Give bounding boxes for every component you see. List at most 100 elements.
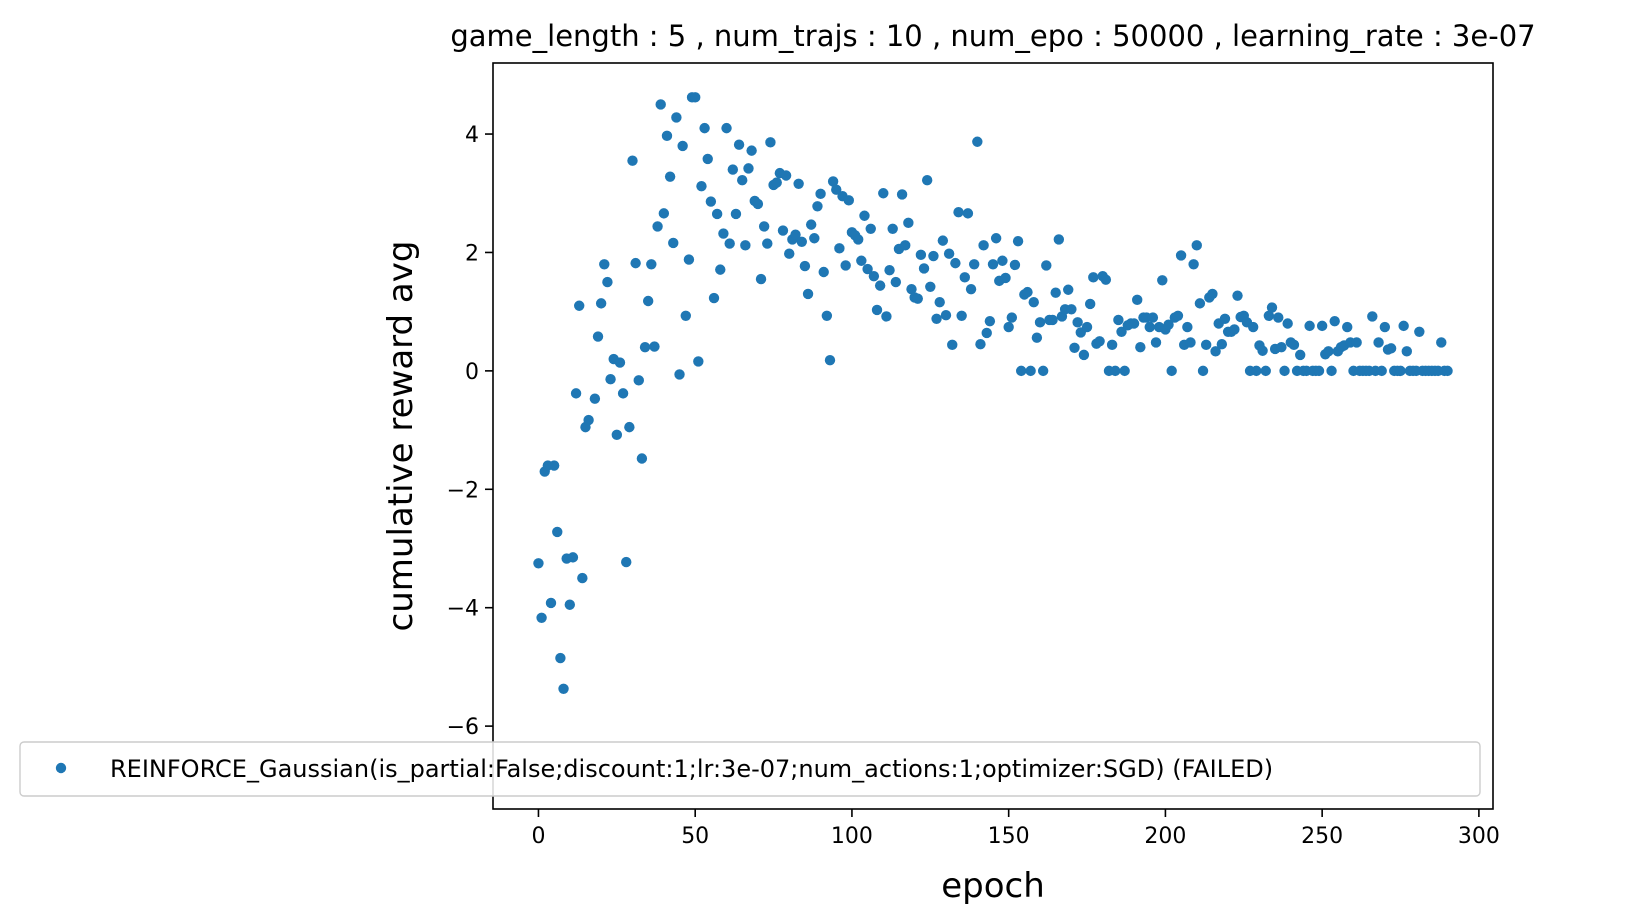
data-point	[1147, 312, 1159, 323]
data-point	[1116, 326, 1127, 337]
data-point	[705, 196, 717, 207]
data-point	[1047, 314, 1058, 326]
data-point	[1063, 284, 1074, 295]
data-point	[533, 558, 544, 569]
data-point	[652, 221, 663, 232]
data-point	[827, 176, 839, 187]
data-point	[1128, 318, 1140, 329]
data-point	[1132, 294, 1143, 306]
data-point	[730, 208, 742, 220]
data-point	[630, 257, 641, 269]
data-point	[1313, 365, 1325, 377]
data-point	[599, 259, 610, 270]
data-point	[1188, 259, 1199, 270]
data-point	[1210, 346, 1221, 357]
data-point	[702, 153, 713, 165]
y-tick-label: 2	[465, 241, 479, 266]
data-point	[1119, 365, 1130, 377]
data-point	[777, 225, 789, 236]
data-point	[1395, 365, 1406, 377]
data-point	[646, 259, 657, 270]
data-point	[743, 163, 754, 174]
data-point	[1084, 298, 1096, 310]
data-point	[1012, 236, 1024, 247]
x-axis-label: epoch	[941, 866, 1045, 906]
data-point	[1053, 234, 1065, 245]
data-point	[658, 208, 670, 219]
data-point	[577, 572, 588, 584]
data-point	[953, 207, 964, 218]
data-point	[868, 270, 880, 282]
x-tick-label: 250	[1301, 824, 1343, 849]
data-point	[818, 266, 829, 278]
x-tick-label: 200	[1144, 824, 1186, 849]
data-point	[696, 180, 707, 192]
data-point	[1144, 321, 1155, 333]
data-point	[978, 240, 989, 251]
data-point	[545, 597, 557, 609]
data-point	[1273, 312, 1284, 323]
data-point	[555, 652, 566, 664]
data-point	[617, 388, 629, 399]
data-point	[1260, 365, 1271, 377]
data-point	[548, 460, 560, 471]
legend-label: REINFORCE_Gaussian(is_partial:False;disc…	[110, 755, 1273, 783]
data-point	[1172, 310, 1184, 322]
data-point	[912, 293, 923, 304]
data-point	[711, 208, 723, 220]
data-point	[674, 369, 685, 380]
data-point	[1166, 365, 1177, 377]
plot-area	[493, 63, 1493, 809]
data-point	[1069, 342, 1080, 353]
data-point	[840, 260, 851, 271]
data-point	[611, 429, 623, 441]
data-point	[859, 210, 870, 221]
data-point	[1288, 339, 1300, 351]
data-point	[890, 276, 902, 288]
data-point	[693, 356, 704, 367]
data-point	[689, 92, 701, 103]
data-point	[950, 257, 961, 269]
data-point	[552, 526, 563, 538]
data-point	[1194, 298, 1206, 309]
data-point	[602, 276, 613, 288]
data-point	[708, 292, 720, 304]
data-point	[661, 130, 673, 142]
data-point	[570, 388, 582, 399]
data-point	[959, 272, 970, 283]
data-point	[1342, 321, 1353, 333]
data-point	[900, 240, 911, 251]
data-point	[871, 304, 883, 316]
data-point	[903, 217, 914, 229]
x-axis-ticks: 0 50 100 150 200 250 300	[531, 809, 1500, 849]
data-point	[815, 188, 826, 200]
data-point	[746, 145, 757, 156]
data-point	[987, 259, 999, 270]
data-point	[824, 355, 836, 366]
data-point	[765, 137, 776, 148]
data-point	[1182, 321, 1193, 333]
data-point	[1081, 321, 1093, 333]
data-point	[834, 243, 845, 254]
data-point	[918, 263, 930, 274]
legend-marker	[55, 762, 67, 774]
data-point	[799, 260, 811, 272]
data-point	[915, 249, 927, 261]
data-point	[1219, 313, 1231, 324]
data-point	[896, 189, 908, 200]
data-point	[934, 296, 945, 308]
data-point	[928, 250, 939, 262]
data-point	[592, 331, 604, 342]
data-point	[564, 599, 576, 610]
data-point	[1304, 320, 1315, 332]
data-point	[1232, 290, 1243, 301]
data-point	[790, 229, 801, 240]
data-point	[809, 233, 820, 244]
x-tick-label: 300	[1458, 824, 1500, 849]
data-point	[968, 259, 980, 270]
data-point	[583, 414, 594, 426]
data-point	[1088, 272, 1099, 283]
data-point	[639, 341, 651, 353]
data-point	[1094, 336, 1105, 347]
data-point	[962, 208, 974, 219]
